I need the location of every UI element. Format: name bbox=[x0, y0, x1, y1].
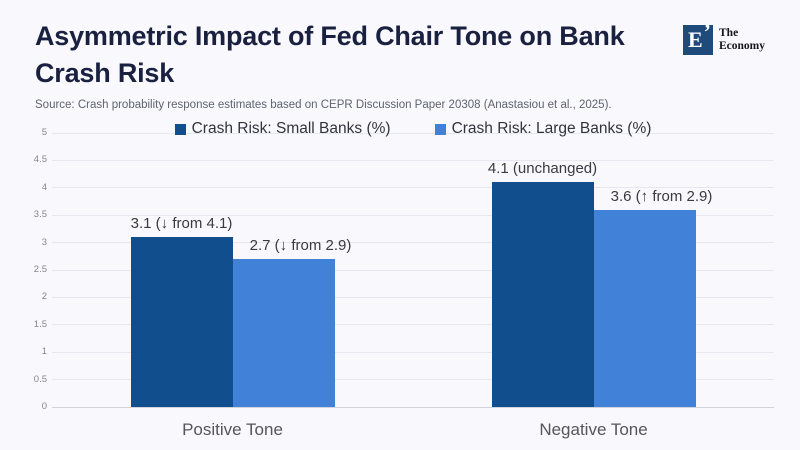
legend-label: Crash Risk: Large Banks (%) bbox=[451, 120, 652, 137]
bar-value-label: 3.6 (↑ from 2.9) bbox=[610, 187, 713, 205]
y-tick-label: 1 bbox=[41, 346, 47, 358]
gridline bbox=[52, 269, 774, 271]
x-axis-category-label: Positive Tone bbox=[182, 420, 283, 439]
bar-value-label: 4.1 (unchanged) bbox=[487, 160, 598, 178]
gridline bbox=[52, 214, 774, 216]
source-note: Source: Crash probability response estim… bbox=[35, 99, 612, 111]
chart-legend: Crash Risk: Small Banks (%) Crash Risk: L… bbox=[52, 120, 774, 138]
legend-swatch-icon bbox=[434, 123, 446, 135]
gridline bbox=[52, 242, 774, 244]
y-tick-label: 3.5 bbox=[33, 209, 47, 221]
bar-value-label: 2.7 (↓ from 2.9) bbox=[249, 237, 352, 255]
bar-value-label: 3.1 (↓ from 4.1) bbox=[130, 215, 233, 233]
logo-apostrophe-icon: ’ bbox=[703, 19, 711, 44]
y-tick-label: 1.5 bbox=[33, 318, 47, 330]
bar-large-banks bbox=[593, 209, 696, 407]
y-tick-label: 2.5 bbox=[33, 264, 47, 275]
gridline bbox=[52, 379, 774, 381]
y-tick-label: 5 bbox=[41, 127, 47, 138]
legend-item-small-banks: Crash Risk: Small Banks (%) bbox=[174, 120, 391, 138]
brand-name-line2: Economy bbox=[719, 40, 765, 52]
gridline bbox=[52, 187, 774, 189]
y-tick-label: 3 bbox=[41, 236, 47, 248]
logo-letter-e: E bbox=[688, 27, 703, 52]
y-tick-label: 4.5 bbox=[33, 154, 47, 166]
bar-small-banks bbox=[491, 182, 594, 407]
brand-logo-mark: E ’ bbox=[683, 21, 713, 55]
brand-logo: E ’ The Economy bbox=[683, 21, 765, 55]
y-tick-label: 0 bbox=[41, 401, 47, 412]
brand-name-line1: The bbox=[719, 27, 739, 39]
y-tick-label: 4 bbox=[41, 181, 47, 193]
y-tick-label: 0.5 bbox=[33, 373, 47, 385]
bar-large-banks bbox=[232, 259, 335, 407]
bar-small-banks bbox=[130, 237, 233, 407]
x-axis-line bbox=[52, 406, 774, 408]
gridline bbox=[52, 351, 774, 353]
gridline bbox=[52, 324, 774, 326]
gridline bbox=[52, 159, 774, 161]
x-axis-category-label: Negative Tone bbox=[539, 420, 648, 439]
legend-swatch-icon bbox=[174, 123, 186, 135]
y-tick-label: 2 bbox=[41, 291, 47, 303]
gridline bbox=[52, 132, 774, 134]
gridline bbox=[52, 296, 774, 298]
legend-label: Crash Risk: Small Banks (%) bbox=[191, 120, 391, 137]
legend-item-large-banks: Crash Risk: Large Banks (%) bbox=[434, 120, 652, 138]
page-title: Asymmetric Impact of Fed Chair Tone on B… bbox=[35, 21, 625, 88]
brand-logo-text: The Economy bbox=[719, 25, 765, 53]
